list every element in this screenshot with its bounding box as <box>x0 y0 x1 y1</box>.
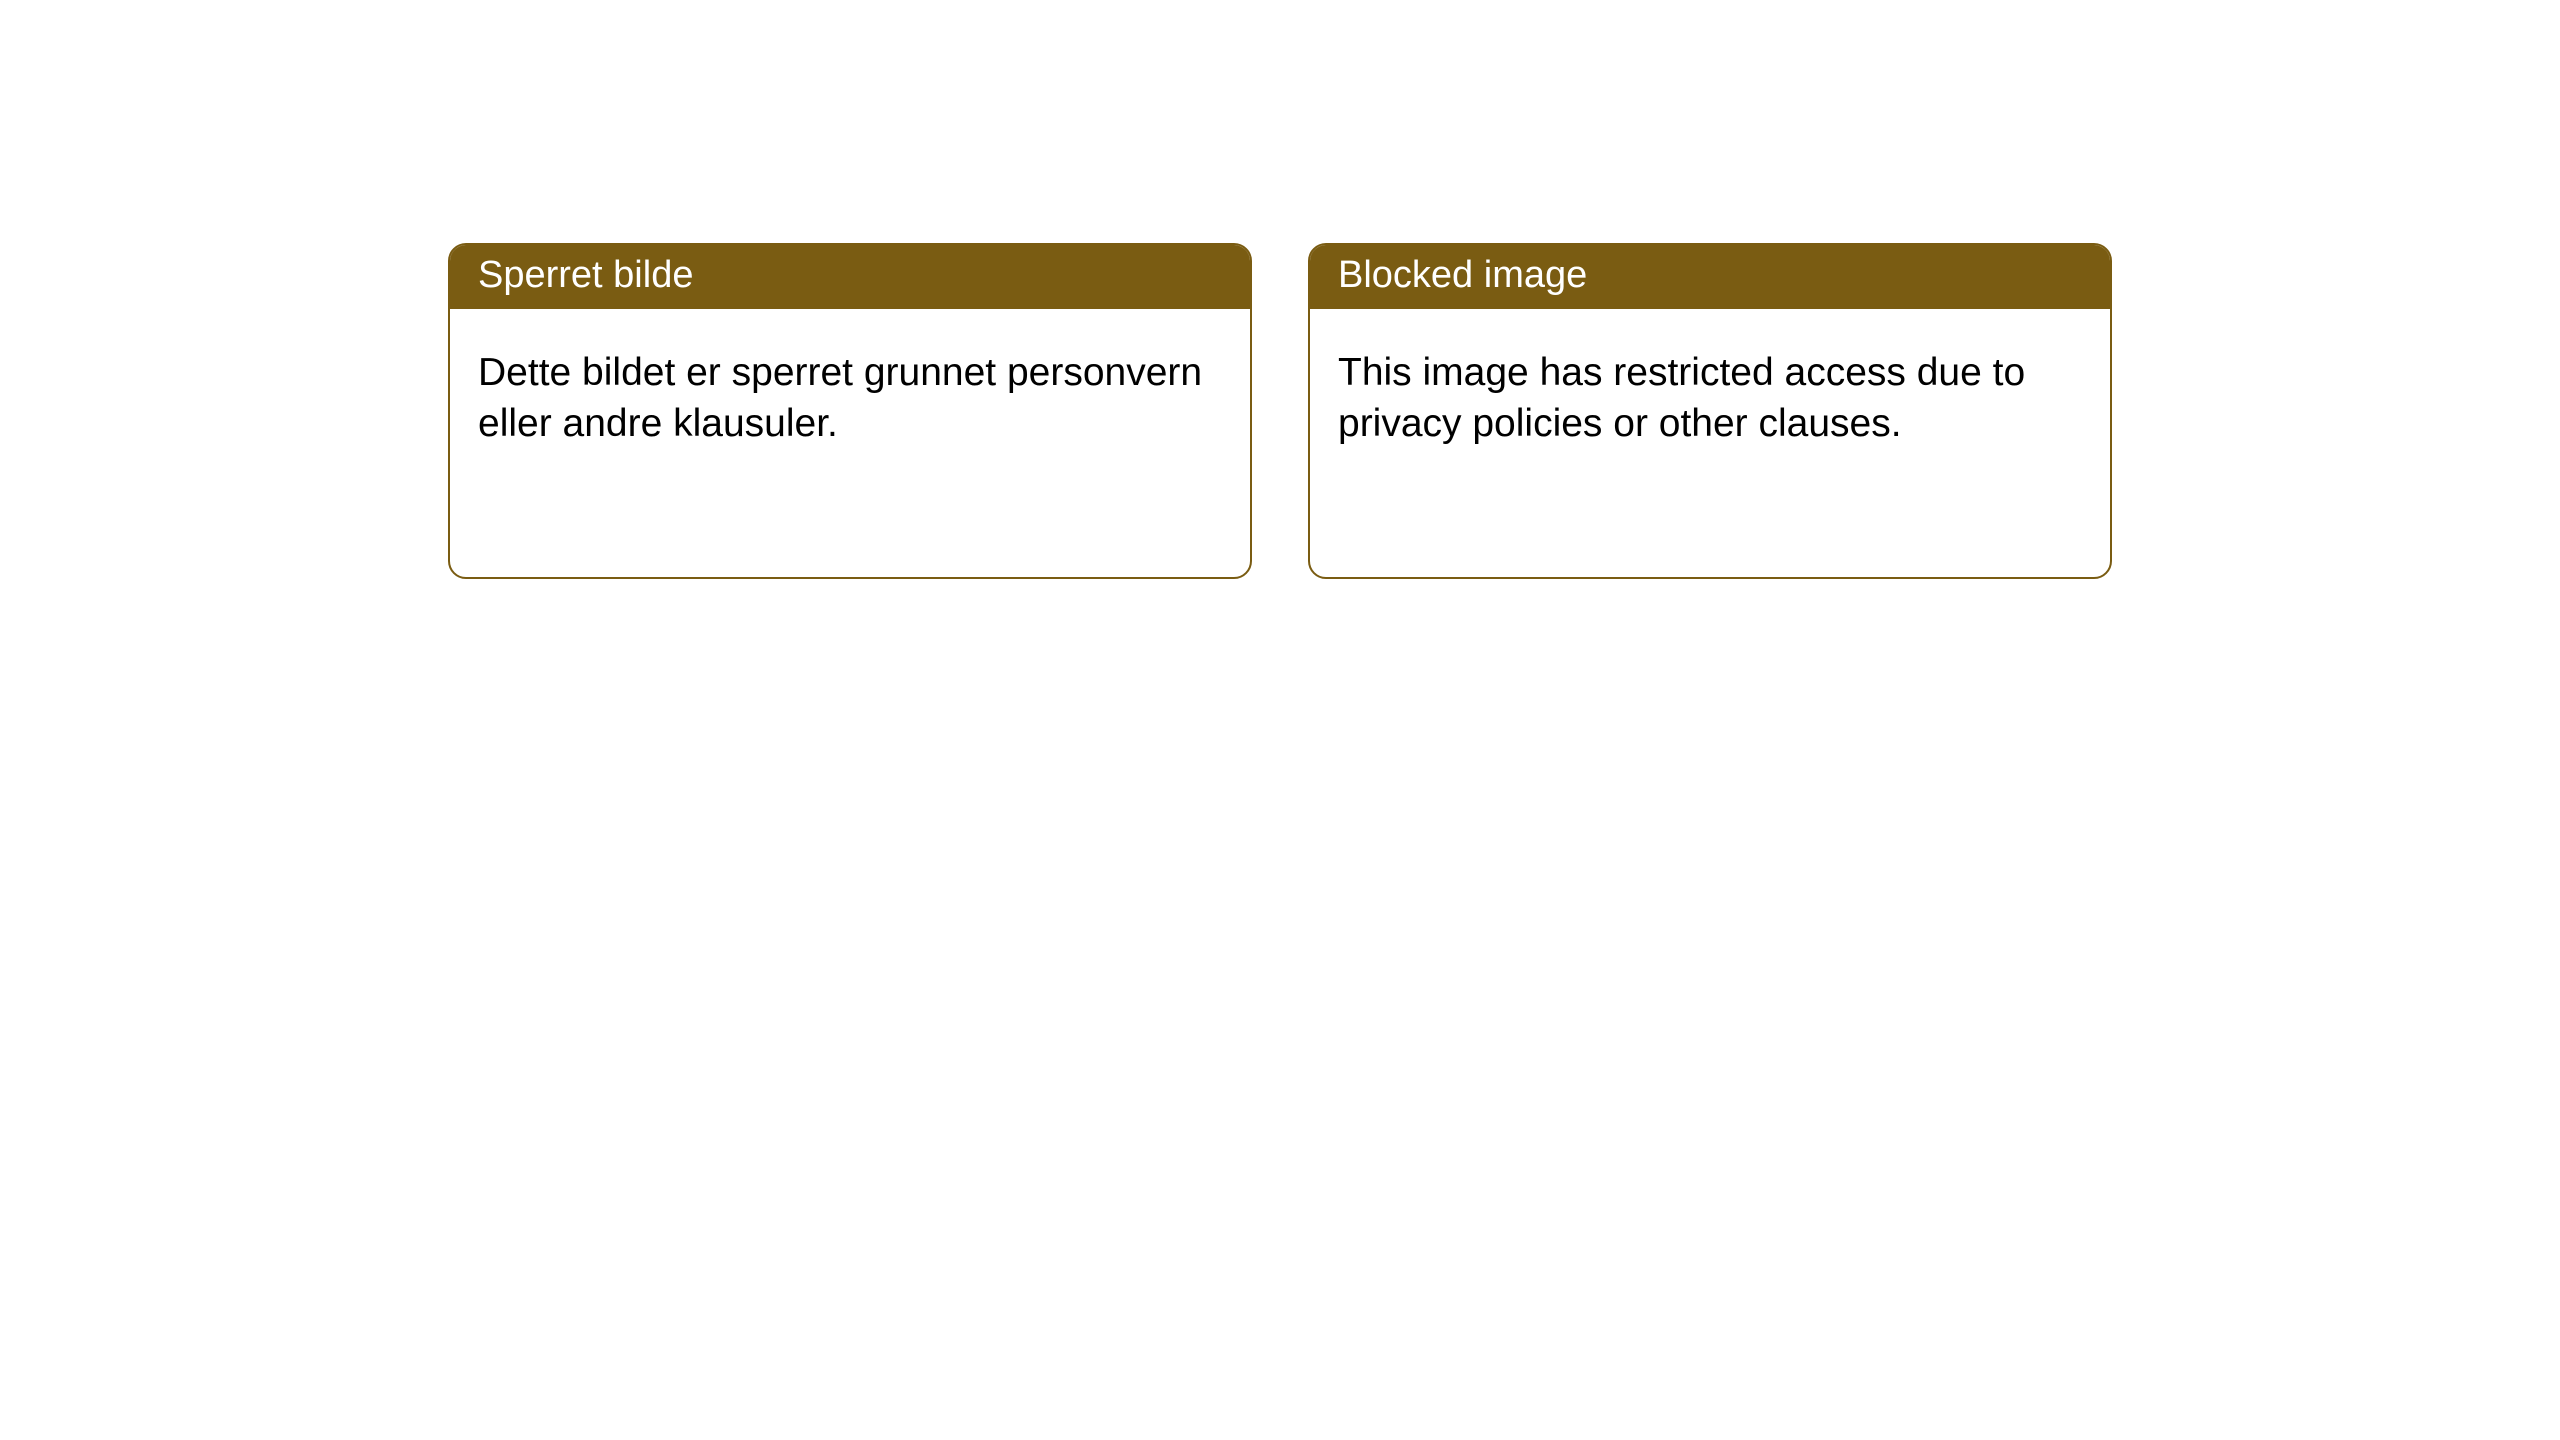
card-body: This image has restricted access due to … <box>1310 309 2110 474</box>
card-title: Sperret bilde <box>450 245 1250 309</box>
card-title: Blocked image <box>1310 245 2110 309</box>
blocked-image-card-en: Blocked image This image has restricted … <box>1308 243 2112 579</box>
blocked-image-card-no: Sperret bilde Dette bildet er sperret gr… <box>448 243 1252 579</box>
card-body: Dette bildet er sperret grunnet personve… <box>450 309 1250 474</box>
notice-container: Sperret bilde Dette bildet er sperret gr… <box>0 0 2560 579</box>
